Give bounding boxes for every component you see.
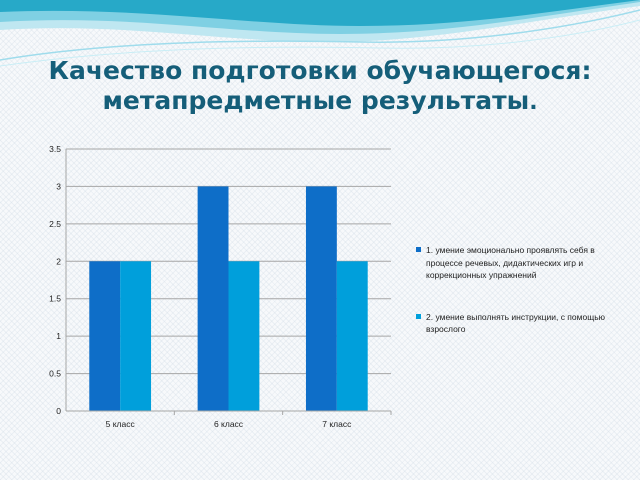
header-swoosh xyxy=(0,0,640,67)
x-tick-label: 7 класс xyxy=(322,419,352,429)
title-line-2-text: метапредметные результаты xyxy=(102,86,530,115)
title-suffix: . xyxy=(529,90,538,115)
title-line-1: Качество подготовки обучающегося: xyxy=(48,56,592,85)
bar-series-2-2 xyxy=(228,261,260,411)
bar-series-1-3 xyxy=(305,186,337,411)
legend-swatch-series-1 xyxy=(416,247,421,252)
bar-series-1-1 xyxy=(89,261,121,411)
bar-series-1-2 xyxy=(197,186,229,411)
legend: 1. умение эмоционально проявлять себя в … xyxy=(416,244,606,336)
y-tick-label: 3 xyxy=(56,181,61,191)
y-tick-label: 0 xyxy=(56,406,61,416)
legend-label-series-2: 2. умение выполнять инструкции, с помощь… xyxy=(426,311,605,335)
y-tick-label: 1.5 xyxy=(49,294,61,304)
x-tick-label: 5 класс xyxy=(106,419,136,429)
y-tick-label: 2.5 xyxy=(49,219,61,229)
legend-item-series-2: 2. умение выполнять инструкции, с помощь… xyxy=(416,311,606,336)
y-tick-label: 2 xyxy=(56,256,61,266)
bars xyxy=(89,186,368,411)
legend-item-series-1: 1. умение эмоционально проявлять себя в … xyxy=(416,244,606,282)
title-line-2: метапредметные результаты. xyxy=(0,86,640,118)
y-tick-label: 1 xyxy=(56,331,61,341)
y-tick-label: 3.5 xyxy=(49,144,61,154)
legend-swatch-series-2 xyxy=(416,313,421,319)
bar-series-2-1 xyxy=(120,261,152,411)
slide-title: Качество подготовки обучающегося: метапр… xyxy=(0,56,640,118)
axes: 0 0.5 1 1.5 2 2.5 3 3.5 5 класс 6 класс 7 класс xyxy=(49,144,392,429)
bar-series-2-3 xyxy=(336,261,368,411)
legend-label-series-1: 1. умение эмоционально проявлять себя в … xyxy=(426,245,595,280)
y-tick-label: 0.5 xyxy=(49,369,61,379)
x-tick-label: 6 класс xyxy=(214,419,244,429)
